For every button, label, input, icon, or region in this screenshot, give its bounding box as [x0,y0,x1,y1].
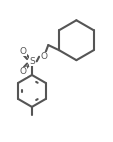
Text: O: O [19,67,26,76]
Text: S: S [29,57,34,66]
Text: O: O [40,52,47,61]
Text: O: O [19,47,26,56]
